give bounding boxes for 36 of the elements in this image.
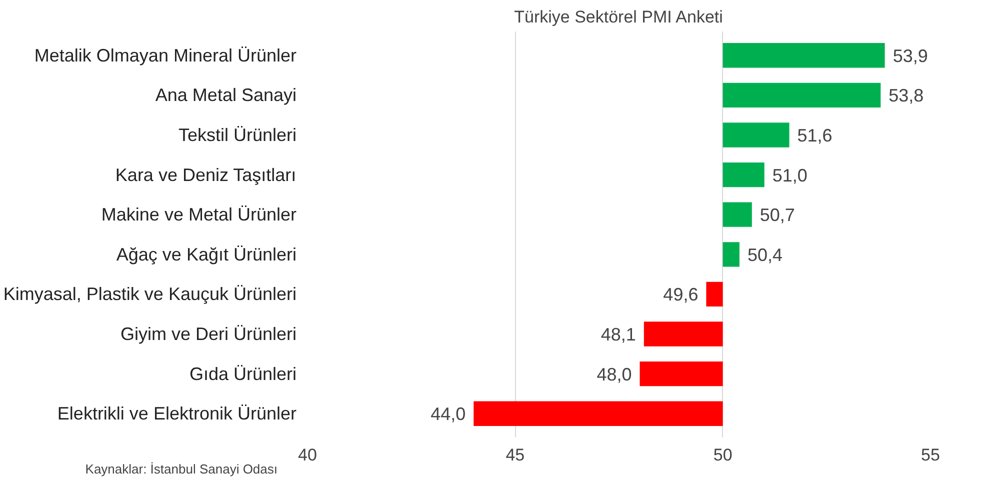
bar (474, 401, 723, 426)
y-tick-label: Gıda Ürünleri (189, 364, 297, 384)
bar (706, 282, 723, 307)
bar (640, 361, 723, 386)
bar (722, 162, 764, 188)
data-label: 48,0 (596, 364, 632, 384)
data-label: 51,6 (797, 125, 832, 146)
bar (722, 122, 790, 148)
data-label: 51,0 (772, 165, 808, 186)
y-tick-label: Ana Metal Sanayi (155, 85, 297, 106)
bar (722, 242, 740, 267)
data-label: 53,8 (888, 86, 924, 106)
data-label: 48,1 (600, 324, 636, 345)
bar (644, 322, 723, 346)
chart-title: Türkiye Sektörel PMI Anketi (514, 8, 723, 26)
data-label: 44,0 (430, 404, 466, 424)
y-tick-label: Elektrikli ve Elektronik Ürünler (57, 404, 297, 424)
x-tick-label: 50 (713, 446, 732, 464)
data-label: 50,7 (760, 205, 795, 226)
y-tick-label: Makine ve Metal Ürünler (101, 204, 297, 225)
y-tick-label: Ağaç ve Kağıt Ürünleri (116, 244, 297, 264)
x-tick-label: 40 (298, 446, 317, 464)
bar (722, 82, 881, 108)
text: Kaynaklar: İstanbul Sanayi Odası (85, 462, 278, 476)
bar (722, 202, 752, 227)
data-label: 50,4 (747, 244, 782, 265)
y-tick-label: Tekstil Ürünleri (178, 124, 297, 145)
y-tick-label: Metalik Olmayan Mineral Ürünler (34, 45, 297, 66)
data-label: 53,9 (892, 46, 928, 66)
x-tick-label: 55 (921, 446, 940, 464)
bar (722, 43, 885, 68)
y-tick-label: Kara ve Deniz Taşıtları (115, 164, 296, 185)
y-tick-label: Kimyasal, Plastik ve Kauçuk Ürünleri (3, 284, 297, 304)
x-tick-label: 45 (506, 446, 525, 464)
data-label: 49,6 (663, 284, 698, 305)
y-tick-label: Giyim ve Deri Ürünleri (120, 324, 297, 344)
